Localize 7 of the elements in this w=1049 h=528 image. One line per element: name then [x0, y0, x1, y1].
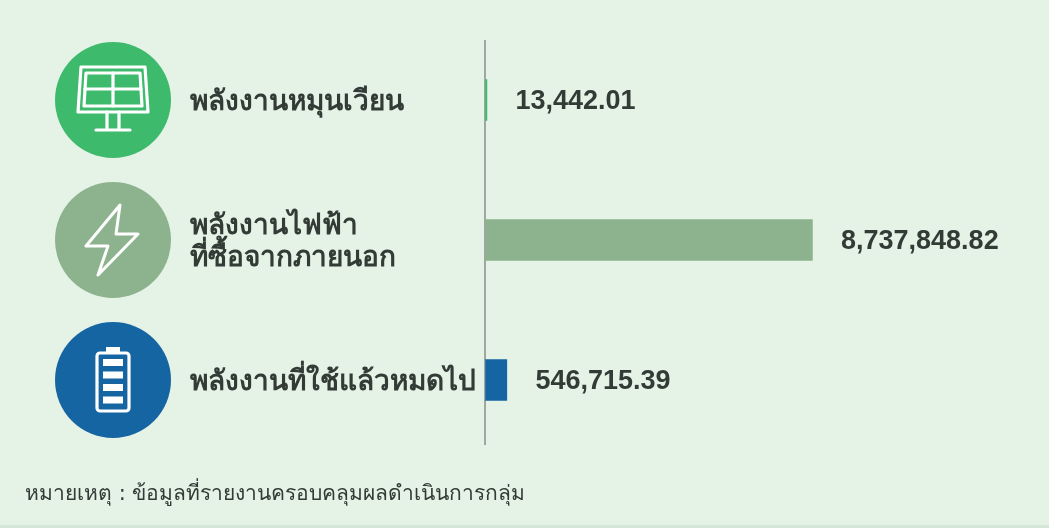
data-label: 8,737,848.82 [841, 225, 999, 255]
y-tick-label: พลังงานที่ใช้แล้วหมดไป [190, 359, 476, 397]
data-label: 546,715.39 [535, 365, 671, 395]
text: หมายเหตุ : ข้อมูลที่รายงานครอบคลุมผลดำเนินการกลุ่ม [25, 478, 526, 506]
data-label: 13,442.01 [515, 85, 636, 115]
y-tick-label: พลังงานหมุนเวียน [190, 83, 404, 118]
y-tick-label: พลังงานไฟฟ้า ที่ซื้อจากภายนอก [190, 207, 396, 273]
